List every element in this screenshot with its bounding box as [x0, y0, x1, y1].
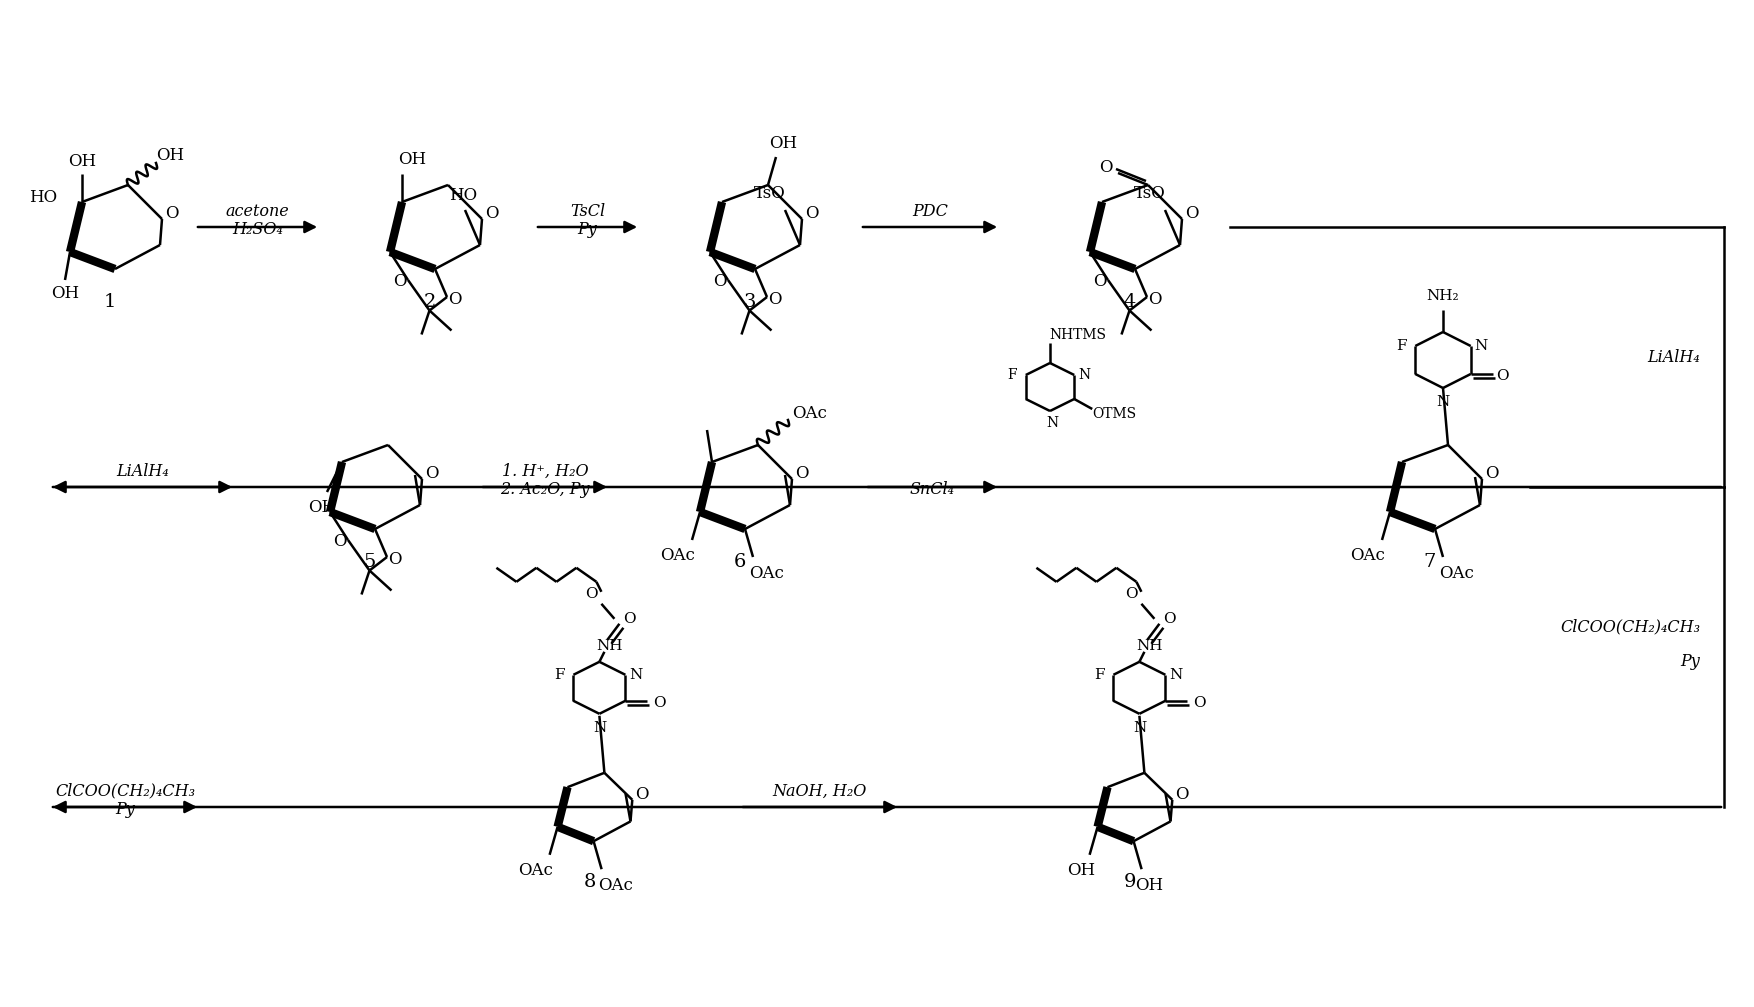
Text: 3: 3: [744, 293, 756, 311]
Text: acetone: acetone: [226, 202, 289, 220]
Text: O: O: [714, 274, 726, 290]
Text: 1: 1: [103, 293, 116, 311]
Text: OH: OH: [51, 286, 79, 302]
Text: 2: 2: [424, 293, 437, 311]
Text: N: N: [1168, 668, 1182, 682]
Text: O: O: [1149, 290, 1161, 307]
Text: HO: HO: [28, 188, 56, 205]
Text: O: O: [1486, 465, 1498, 482]
Text: Py: Py: [116, 801, 135, 818]
Text: 7: 7: [1424, 553, 1437, 571]
Text: F: F: [554, 668, 565, 682]
Text: OH: OH: [1068, 862, 1096, 879]
Text: O: O: [795, 465, 809, 482]
Text: O: O: [1186, 205, 1198, 223]
Text: OH: OH: [1135, 877, 1163, 893]
Text: TsO: TsO: [754, 184, 786, 201]
Text: O: O: [424, 465, 438, 482]
Text: N: N: [628, 668, 642, 682]
Text: N: N: [1133, 721, 1145, 735]
Text: O: O: [1093, 274, 1107, 290]
Text: PDC: PDC: [912, 202, 947, 220]
Text: O: O: [449, 290, 461, 307]
Text: O: O: [333, 534, 347, 551]
Text: OH: OH: [156, 146, 184, 163]
Text: N: N: [1437, 395, 1449, 409]
Text: ClCOO(CH₂)₄CH₃: ClCOO(CH₂)₄CH₃: [54, 782, 195, 800]
Text: ClCOO(CH₂)₄CH₃: ClCOO(CH₂)₄CH₃: [1559, 618, 1700, 635]
Text: O: O: [1175, 786, 1189, 804]
Text: N: N: [593, 721, 607, 735]
Text: F: F: [1007, 368, 1017, 382]
Text: OTMS: OTMS: [1093, 407, 1137, 421]
Text: OAc: OAc: [517, 862, 553, 879]
Text: 4: 4: [1124, 293, 1137, 311]
Text: NH: NH: [596, 638, 623, 653]
Text: OAc: OAc: [1351, 548, 1386, 565]
Text: OAc: OAc: [793, 405, 828, 422]
Text: TsCl: TsCl: [570, 202, 605, 220]
Text: O: O: [805, 205, 819, 223]
Text: O: O: [165, 205, 179, 223]
Text: O: O: [486, 205, 498, 223]
Text: NHTMS: NHTMS: [1049, 328, 1107, 342]
Text: N: N: [1473, 339, 1487, 353]
Text: O: O: [586, 587, 598, 601]
Text: 1. H⁺, H₂O: 1. H⁺, H₂O: [502, 462, 588, 479]
Text: OH: OH: [398, 151, 426, 168]
Text: O: O: [1193, 696, 1205, 710]
Text: OAc: OAc: [661, 548, 695, 565]
Text: 9: 9: [1124, 873, 1137, 891]
Text: OH: OH: [768, 135, 796, 151]
Text: O: O: [1124, 587, 1138, 601]
Text: Py: Py: [1680, 654, 1700, 671]
Text: N: N: [1045, 416, 1058, 430]
Text: 2. Ac₂O, Py: 2. Ac₂O, Py: [500, 480, 589, 497]
Text: O: O: [388, 551, 402, 568]
Text: Py: Py: [577, 221, 598, 238]
Text: F: F: [1094, 668, 1105, 682]
Text: O: O: [652, 696, 667, 710]
Text: LiAlH₄: LiAlH₄: [116, 462, 168, 479]
Text: TsO: TsO: [1135, 184, 1166, 201]
Text: O: O: [623, 612, 635, 625]
Text: 5: 5: [363, 553, 375, 571]
Text: OAc: OAc: [598, 877, 633, 893]
Text: SnCl₄: SnCl₄: [910, 480, 954, 497]
Text: HO: HO: [449, 186, 477, 203]
Text: OH: OH: [309, 498, 337, 516]
Text: 6: 6: [733, 553, 745, 571]
Text: O: O: [1100, 159, 1112, 176]
Text: NaOH, H₂O: NaOH, H₂O: [774, 782, 866, 800]
Text: O: O: [1163, 612, 1175, 625]
Text: O: O: [1496, 369, 1508, 383]
Text: OAc: OAc: [1440, 565, 1475, 581]
Text: OAc: OAc: [749, 565, 784, 581]
Text: O: O: [768, 290, 782, 307]
Text: F: F: [1396, 339, 1407, 353]
Text: N: N: [1079, 368, 1091, 382]
Text: H₂SO₄: H₂SO₄: [232, 221, 282, 238]
Text: LiAlH₄: LiAlH₄: [1647, 348, 1700, 366]
Text: O: O: [635, 786, 649, 804]
Text: OH: OH: [68, 153, 96, 170]
Text: NH: NH: [1137, 638, 1163, 653]
Text: O: O: [393, 274, 407, 290]
Text: 8: 8: [584, 873, 596, 891]
Text: NH₂: NH₂: [1426, 289, 1459, 303]
